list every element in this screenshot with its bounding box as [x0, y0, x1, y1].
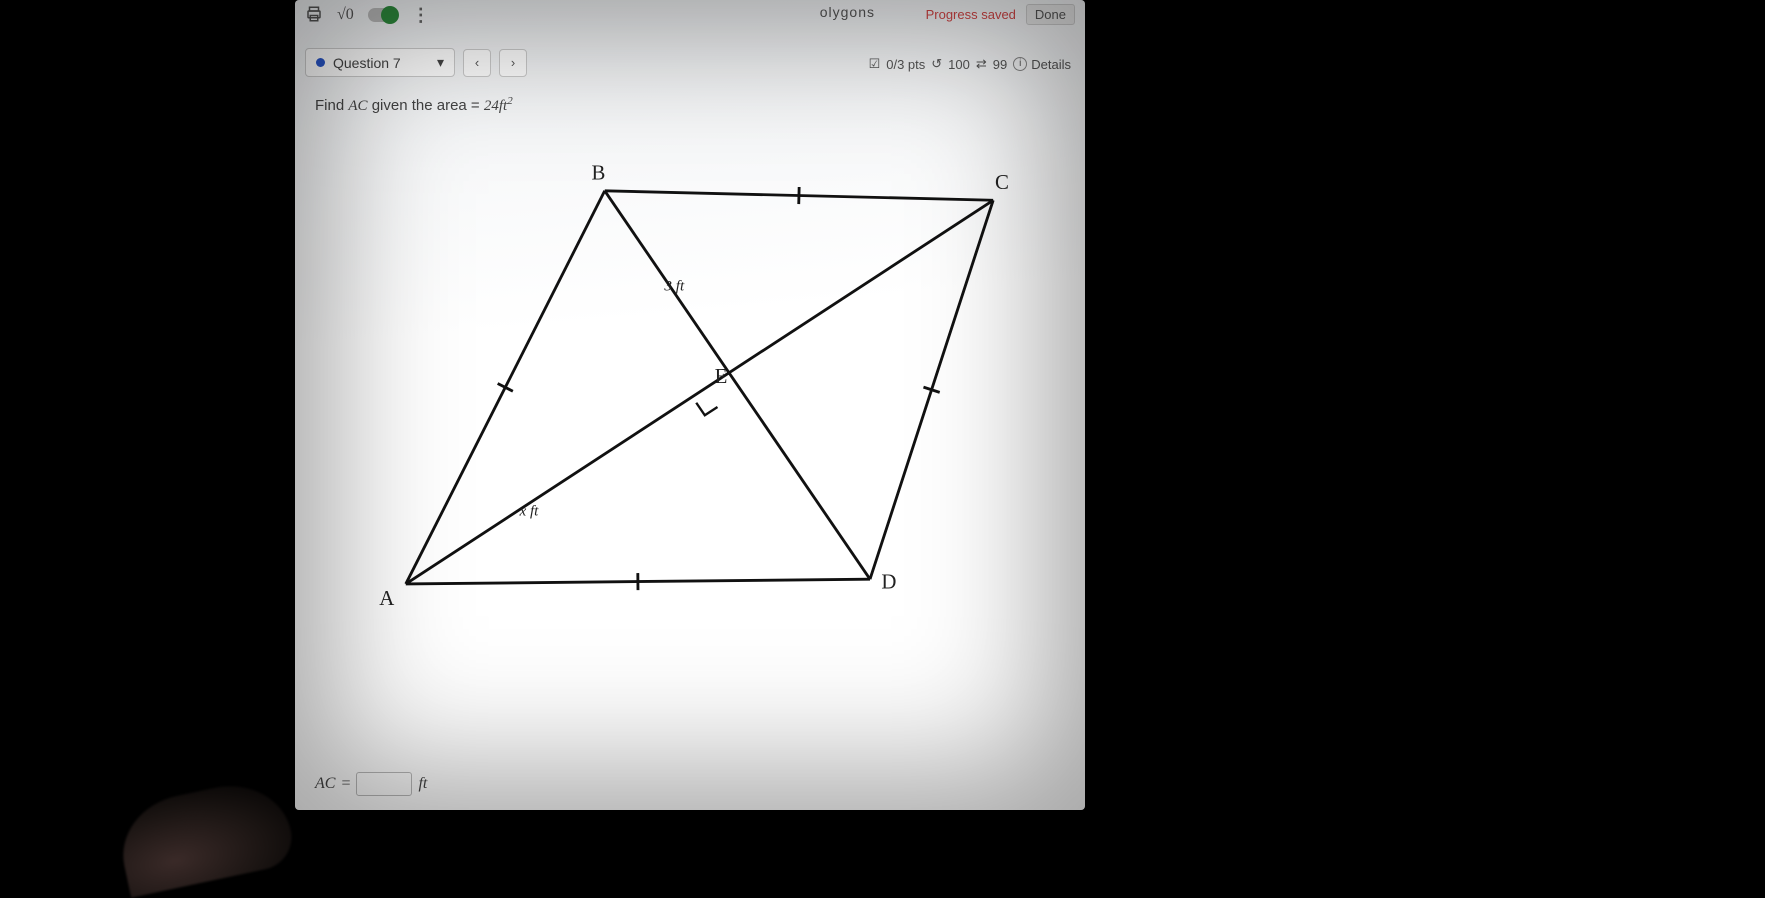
svg-text:D: D: [881, 570, 896, 594]
svg-text:3 ft: 3 ft: [663, 278, 685, 295]
svg-text:E: E: [715, 364, 728, 388]
checkbox-icon: ☑: [869, 56, 881, 72]
problem-middle: given the area =: [368, 97, 484, 114]
problem-area-value: 24: [484, 98, 499, 114]
answer-eq: =: [341, 775, 350, 793]
chevron-down-icon: ▾: [437, 54, 444, 71]
top-right-controls: Progress saved Done: [926, 4, 1075, 25]
app-screen: √0 ⋮ olygons Progress saved Done Questio…: [295, 0, 1085, 810]
retry-count: 100: [948, 57, 970, 72]
done-button[interactable]: Done: [1026, 4, 1075, 25]
answer-row: AC = ft: [315, 772, 427, 796]
question-label: Question 7: [333, 55, 401, 71]
problem-statement: Find AC given the area = 24ft2: [315, 95, 1065, 115]
svg-text:x ft: x ft: [518, 503, 539, 520]
question-selector[interactable]: Question 7 ▾: [305, 48, 455, 77]
attempts-left: 99: [993, 57, 1007, 72]
math-input-toggle[interactable]: [368, 8, 398, 22]
photographer-finger: [113, 774, 298, 897]
math-input-label: √0: [337, 6, 354, 24]
question-meta: ☑ 0/3 pts ↺ 100 ⇄ 99 i Details: [869, 56, 1071, 72]
svg-text:A: A: [379, 586, 394, 610]
problem-segment: AC: [348, 98, 367, 114]
problem-area-exp: 2: [507, 95, 513, 107]
prev-question-button[interactable]: ‹: [463, 49, 491, 77]
figure-svg: A B C D E 3 ft x ft: [330, 125, 1050, 645]
answer-input[interactable]: [356, 772, 412, 796]
progress-saved-label: Progress saved: [926, 7, 1016, 22]
assignment-title-suffix: olygons: [820, 4, 875, 20]
details-label: Details: [1031, 57, 1071, 72]
retry-icon: ↺: [931, 56, 942, 72]
print-icon[interactable]: [305, 5, 323, 26]
points-text: 0/3 pts: [886, 57, 925, 72]
problem-area-unit: ft: [499, 98, 507, 114]
next-question-button[interactable]: ›: [499, 49, 527, 77]
more-menu-icon[interactable]: ⋮: [412, 5, 430, 26]
status-dot-icon: [316, 58, 325, 67]
details-button[interactable]: i Details: [1013, 57, 1071, 72]
svg-text:C: C: [995, 170, 1009, 194]
svg-text:B: B: [591, 160, 605, 184]
problem-prefix: Find: [315, 97, 348, 114]
swap-icon: ⇄: [976, 56, 987, 72]
answer-lhs: AC: [315, 775, 335, 793]
answer-unit: ft: [418, 775, 427, 793]
geometry-figure: A B C D E 3 ft x ft: [330, 125, 1050, 645]
info-icon: i: [1013, 57, 1027, 71]
